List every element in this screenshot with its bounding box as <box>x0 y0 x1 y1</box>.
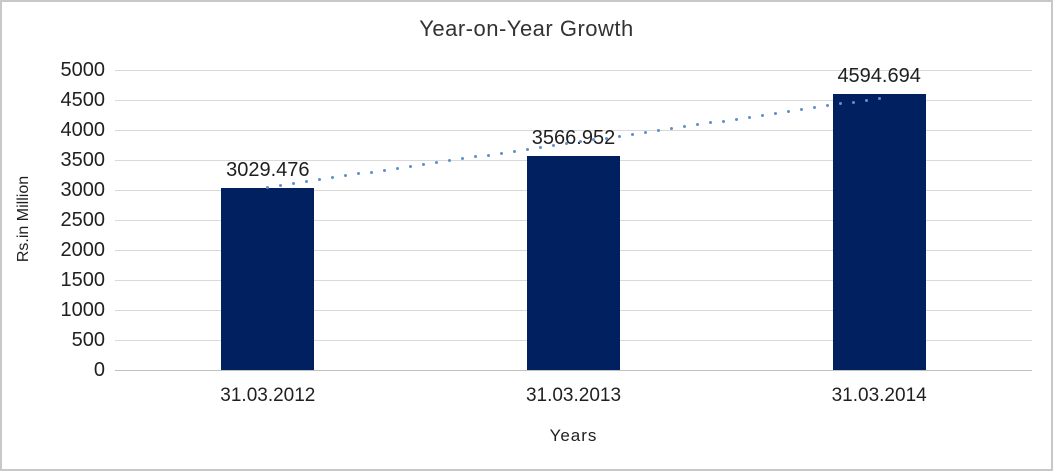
trendline-dot <box>552 144 556 148</box>
gridline <box>115 100 1032 101</box>
bar <box>221 188 315 370</box>
bar-data-label: 3566.952 <box>531 126 616 149</box>
trendline-dot <box>682 125 686 129</box>
y-tick-label: 1000 <box>60 299 106 321</box>
trendline-dot <box>656 128 660 132</box>
y-tick-label: 5000 <box>60 59 106 81</box>
trendline-dot <box>643 130 647 134</box>
trendline-dot <box>370 170 374 174</box>
gridline <box>115 70 1032 71</box>
trendline-dot <box>708 121 712 125</box>
trendline-dot <box>461 157 465 161</box>
trendline-dot <box>357 172 361 176</box>
x-tick-label: 31.03.2013 <box>525 385 622 406</box>
trendline-dot <box>474 155 478 159</box>
chart-title: Year-on-Year Growth <box>419 16 634 41</box>
trendline-dot <box>799 108 803 112</box>
trendline-dot <box>435 161 439 165</box>
trendline-dot <box>526 147 530 151</box>
trendline-dot <box>877 96 881 100</box>
trendline-dot <box>604 136 608 140</box>
trendline-dot <box>747 115 751 119</box>
bar-data-label: 4594.694 <box>837 65 921 88</box>
y-tick-label: 500 <box>71 329 105 351</box>
trendline-dot <box>812 106 816 110</box>
trendline-dot <box>383 168 387 172</box>
trendline-dot <box>695 123 699 127</box>
y-tick-label: 2500 <box>60 209 106 231</box>
trendline-dot <box>565 142 569 146</box>
x-axis-line <box>115 370 1032 371</box>
trendline-dot <box>825 104 829 108</box>
trendline-dot <box>396 166 400 170</box>
y-tick-label: 4000 <box>60 119 106 141</box>
gridline <box>115 130 1032 131</box>
trendline-dot <box>760 113 764 117</box>
trendline-dot <box>487 153 491 157</box>
trendline-dot <box>786 110 790 114</box>
y-tick-label: 2000 <box>60 239 106 261</box>
trendline-dot <box>617 134 621 138</box>
trendline-dot <box>591 138 595 142</box>
x-tick-label: 31.03.2014 <box>831 385 927 406</box>
trendline-dot <box>448 159 452 163</box>
y-tick-label: 0 <box>93 359 105 381</box>
trendline-dot <box>513 149 517 153</box>
trendline-dot <box>578 140 582 144</box>
trendline-dot <box>279 183 283 187</box>
trendline-dot <box>773 111 777 115</box>
trendline-dot <box>734 117 738 121</box>
x-tick-label: 31.03.2012 <box>220 385 316 406</box>
trendline-dot <box>500 151 504 155</box>
bar <box>832 94 926 370</box>
trendline-dot <box>630 132 634 136</box>
y-tick-label: 3500 <box>60 149 106 171</box>
x-axis-title: Years <box>549 426 598 445</box>
y-axis-title: Rs.in Million <box>15 175 32 263</box>
trendline-dot <box>292 181 296 185</box>
trendline-dot <box>422 163 426 167</box>
trendline-dot <box>851 100 855 104</box>
trendline-dot <box>331 176 335 180</box>
trendline-dot <box>864 98 868 102</box>
trendline-dot <box>409 164 413 168</box>
bar-data-label: 3029.476 <box>226 159 310 182</box>
y-tick-label: 3000 <box>60 179 106 201</box>
trendline-dot <box>539 146 543 149</box>
trendline-dot <box>669 127 673 131</box>
bar <box>527 155 620 370</box>
trendline-dot <box>266 185 270 189</box>
trendline-dot <box>344 174 348 178</box>
trendline-dot <box>305 180 309 184</box>
trendline-dot <box>318 178 322 182</box>
trendline-dot <box>721 119 725 123</box>
trendline-dot <box>838 102 842 106</box>
y-tick-label: 4500 <box>60 89 106 111</box>
y-tick-label: 1500 <box>60 269 106 291</box>
